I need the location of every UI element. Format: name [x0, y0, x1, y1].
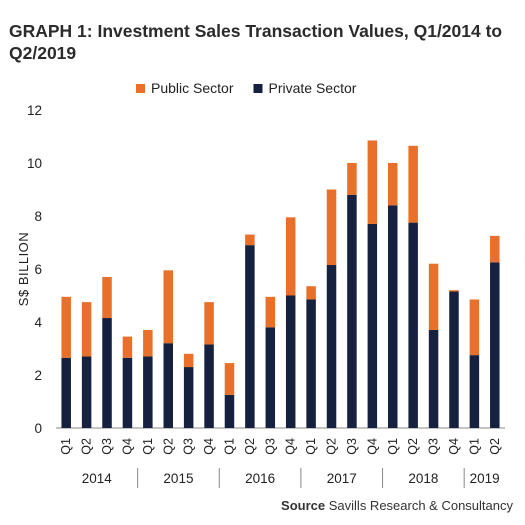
bar-public-19 — [449, 290, 459, 292]
year-label-2014: 2014 — [82, 471, 113, 486]
year-label-2016: 2016 — [245, 471, 275, 486]
bar-public-21 — [490, 235, 500, 263]
x-tick-label-15: Q4 — [365, 438, 379, 455]
bar-private-7 — [204, 344, 214, 428]
y-tick-label-4: 4 — [34, 315, 42, 330]
bar-private-16 — [388, 205, 398, 428]
y-tick-label-12: 12 — [27, 103, 42, 118]
legend-label-private-sector: Private Sector — [268, 80, 356, 96]
x-tick-label-19: Q4 — [447, 438, 461, 455]
bar-private-9 — [245, 245, 255, 428]
y-tick-label-10: 10 — [27, 156, 42, 171]
bar-public-18 — [428, 263, 439, 330]
bar-public-12 — [306, 286, 316, 300]
bar-public-3 — [122, 336, 133, 358]
bar-public-16 — [388, 163, 398, 206]
y-axis-title: S$ BILLION — [16, 232, 31, 306]
legend-swatch-public-sector — [136, 84, 145, 93]
bar-public-15 — [367, 140, 378, 224]
source-text: Savills Research & Consultancy — [328, 498, 513, 513]
x-tick-label-10: Q3 — [263, 438, 277, 455]
legend-label-public-sector: Public Sector — [151, 80, 234, 96]
bar-public-2 — [102, 276, 112, 319]
bar-private-10 — [265, 327, 276, 428]
bar-public-13 — [326, 189, 337, 266]
chart-title: GRAPH 1: Investment Sales Transaction Va… — [9, 21, 503, 63]
bar-public-6 — [183, 353, 194, 368]
x-tick-label-3: Q4 — [120, 438, 134, 455]
bar-private-2 — [102, 318, 112, 428]
bar-private-12 — [306, 299, 316, 428]
bar-private-21 — [490, 262, 500, 428]
bar-private-4 — [143, 356, 153, 428]
x-tick-label-16: Q1 — [386, 438, 400, 455]
bar-private-14 — [347, 194, 357, 428]
y-tick-label-0: 0 — [34, 421, 42, 436]
bar-public-1 — [81, 302, 92, 357]
year-label-2019: 2019 — [470, 471, 500, 486]
year-label-2015: 2015 — [163, 471, 193, 486]
y-tick-label-2: 2 — [34, 368, 42, 383]
bar-public-11 — [285, 217, 296, 296]
x-tick-label-14: Q3 — [345, 438, 359, 455]
x-tick-label-11: Q4 — [284, 438, 298, 455]
x-tick-label-12: Q1 — [304, 438, 318, 455]
x-tick-label-9: Q2 — [243, 438, 257, 455]
x-tick-label-21: Q2 — [488, 438, 502, 455]
bar-private-17 — [408, 222, 418, 428]
legend-swatch-private-sector — [253, 84, 263, 93]
x-tick-label-4: Q1 — [141, 438, 155, 455]
x-tick-label-1: Q2 — [80, 438, 94, 455]
bar-private-18 — [428, 329, 439, 428]
bar-public-8 — [224, 363, 235, 395]
source-note: Source Savills Research & Consultancy — [281, 498, 513, 513]
y-tick-label-8: 8 — [34, 209, 42, 224]
bar-public-10 — [265, 296, 276, 328]
x-tick-label-0: Q1 — [59, 438, 73, 455]
bar-private-20 — [469, 355, 480, 428]
x-tick-label-5: Q2 — [161, 438, 175, 455]
year-label-2017: 2017 — [327, 471, 357, 486]
bar-private-11 — [285, 295, 296, 428]
source-label: Source — [281, 498, 326, 513]
bar-private-1 — [81, 356, 92, 428]
y-tick-label-6: 6 — [34, 262, 42, 277]
bar-private-0 — [61, 357, 71, 428]
bar-private-3 — [122, 357, 133, 428]
x-tick-label-7: Q4 — [202, 438, 216, 455]
bar-public-9 — [245, 234, 255, 246]
bar-private-19 — [449, 291, 459, 428]
bar-public-0 — [61, 296, 71, 358]
x-tick-label-6: Q3 — [182, 438, 196, 455]
year-label-2018: 2018 — [408, 471, 438, 486]
bar-public-5 — [163, 270, 173, 344]
bar-public-4 — [143, 329, 153, 357]
bar-private-15 — [367, 223, 378, 428]
x-tick-label-17: Q2 — [406, 438, 420, 455]
x-tick-label-20: Q1 — [467, 438, 481, 455]
bar-public-7 — [204, 302, 214, 345]
bar-private-5 — [163, 343, 173, 428]
bar-public-14 — [347, 163, 357, 195]
x-tick-label-8: Q1 — [222, 438, 236, 455]
bar-private-13 — [326, 265, 337, 428]
x-tick-label-2: Q3 — [100, 438, 114, 455]
bar-private-8 — [224, 394, 235, 428]
bar-private-6 — [183, 367, 194, 428]
x-tick-label-18: Q3 — [427, 438, 441, 455]
bar-public-20 — [469, 299, 480, 356]
x-tick-label-13: Q2 — [325, 438, 339, 455]
bar-public-17 — [408, 145, 418, 223]
